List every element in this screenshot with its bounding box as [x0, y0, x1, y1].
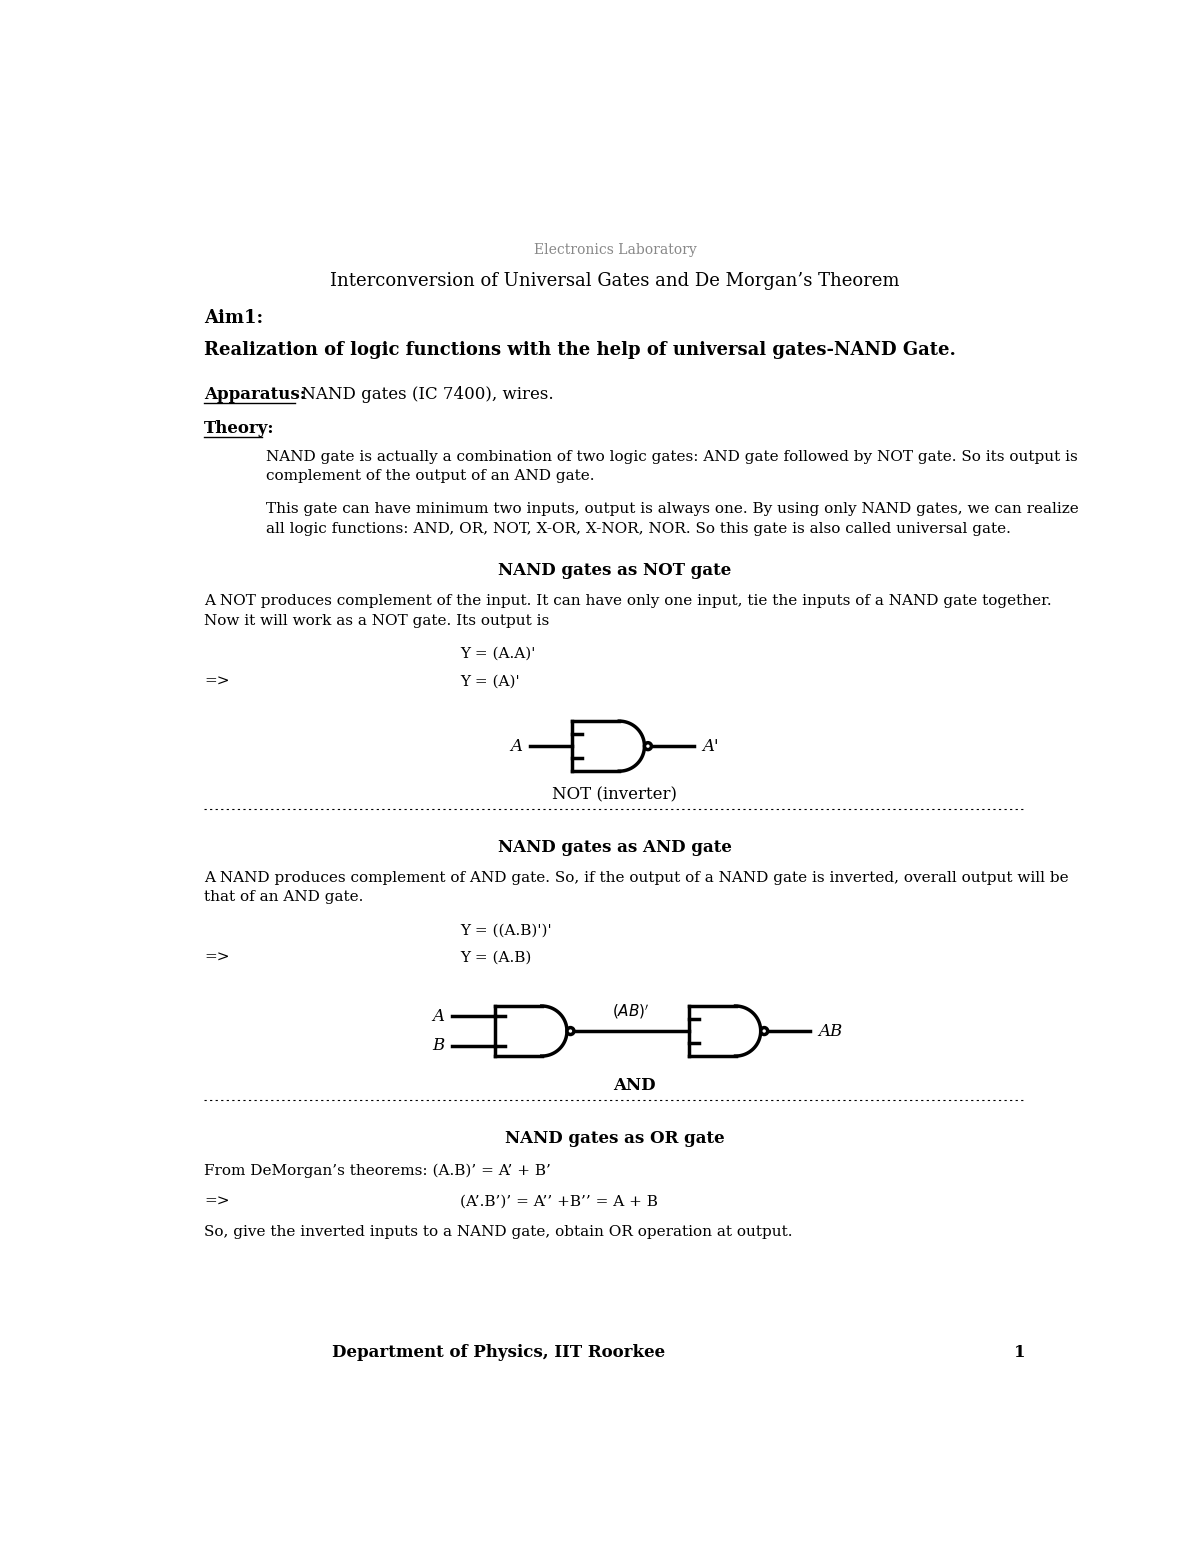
Text: This gate can have minimum two inputs, output is always one. By using only NAND : This gate can have minimum two inputs, o… [266, 502, 1079, 536]
Text: Apparatus:: Apparatus: [204, 385, 306, 402]
Text: Electronics Laboratory: Electronics Laboratory [534, 242, 696, 256]
Text: Y = (A.A)': Y = (A.A)' [460, 646, 535, 662]
Text: A NOT produces complement of the input. It can have only one input, tie the inpu: A NOT produces complement of the input. … [204, 595, 1052, 627]
Text: A: A [510, 738, 522, 755]
Text: (A’.B’)’ = A’’ +B’’ = A + B: (A’.B’)’ = A’’ +B’’ = A + B [460, 1194, 658, 1208]
Circle shape [761, 1028, 768, 1034]
Text: Realization of logic functions with the help of universal gates-NAND Gate.: Realization of logic functions with the … [204, 342, 956, 359]
Text: Interconversion of Universal Gates and De Morgan’s Theorem: Interconversion of Universal Gates and D… [330, 272, 900, 290]
Text: B: B [432, 1037, 444, 1054]
Text: 1: 1 [1014, 1343, 1026, 1360]
Circle shape [644, 742, 652, 750]
Text: Department of Physics, IIT Roorkee: Department of Physics, IIT Roorkee [332, 1343, 665, 1360]
Text: Y = ((A.B)')': Y = ((A.B)')' [460, 922, 552, 938]
Text: Aim1:: Aim1: [204, 309, 263, 326]
Text: So, give the inverted inputs to a NAND gate, obtain OR operation at output.: So, give the inverted inputs to a NAND g… [204, 1225, 793, 1239]
Text: From DeMorgan’s theorems: (A.B)’ = A’ + B’: From DeMorgan’s theorems: (A.B)’ = A’ + … [204, 1163, 551, 1177]
Text: A: A [432, 1008, 444, 1025]
Text: A': A' [702, 738, 719, 755]
Text: NAND gates as OR gate: NAND gates as OR gate [505, 1129, 725, 1146]
Circle shape [566, 1028, 574, 1034]
Text: NAND gates as AND gate: NAND gates as AND gate [498, 839, 732, 856]
Text: AB: AB [818, 1022, 842, 1039]
Text: =>: => [204, 674, 229, 688]
Text: Y = (A.B): Y = (A.B) [460, 950, 532, 964]
Text: NOT (inverter): NOT (inverter) [552, 786, 678, 803]
Text: $(AB)^{\prime}$: $(AB)^{\prime}$ [612, 1002, 650, 1020]
Text: Theory:: Theory: [204, 421, 275, 438]
Text: NAND gate is actually a combination of two logic gates: AND gate followed by NOT: NAND gate is actually a combination of t… [266, 450, 1078, 483]
Text: NAND gates as NOT gate: NAND gates as NOT gate [498, 562, 732, 579]
Text: AND: AND [613, 1078, 655, 1095]
Text: A NAND produces complement of AND gate. So, if the output of a NAND gate is inve: A NAND produces complement of AND gate. … [204, 871, 1069, 904]
Text: NAND gates (IC 7400), wires.: NAND gates (IC 7400), wires. [296, 385, 554, 402]
Text: =>: => [204, 950, 229, 964]
Text: Y = (A)': Y = (A)' [460, 674, 520, 688]
Text: =>: => [204, 1194, 229, 1208]
